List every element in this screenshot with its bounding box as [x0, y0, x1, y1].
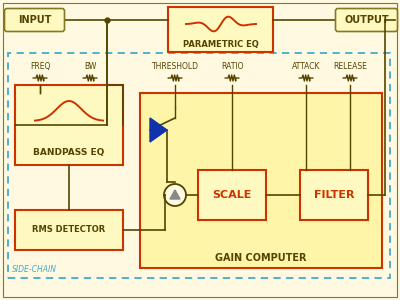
- Text: ATTACK: ATTACK: [292, 62, 320, 71]
- Text: GAIN COMPUTER: GAIN COMPUTER: [215, 253, 307, 263]
- FancyBboxPatch shape: [4, 8, 64, 32]
- Polygon shape: [170, 190, 180, 199]
- Text: FREQ: FREQ: [30, 62, 50, 71]
- Text: SIDE-CHAIN: SIDE-CHAIN: [12, 266, 57, 274]
- Text: BW: BW: [84, 62, 96, 71]
- Polygon shape: [150, 118, 167, 142]
- Text: PARAMETRIC EQ: PARAMETRIC EQ: [183, 40, 258, 49]
- FancyBboxPatch shape: [15, 210, 123, 250]
- Text: THRESHOLD: THRESHOLD: [152, 62, 198, 71]
- FancyBboxPatch shape: [140, 93, 382, 268]
- Text: BANDPASS EQ: BANDPASS EQ: [33, 148, 105, 158]
- Text: SCALE: SCALE: [212, 190, 252, 200]
- Circle shape: [164, 184, 186, 206]
- Text: OUTPUT: OUTPUT: [344, 15, 389, 25]
- Text: RELEASE: RELEASE: [333, 62, 367, 71]
- Text: RATIO: RATIO: [221, 62, 243, 71]
- FancyBboxPatch shape: [300, 170, 368, 220]
- FancyBboxPatch shape: [15, 85, 123, 165]
- FancyBboxPatch shape: [336, 8, 398, 32]
- Text: FILTER: FILTER: [314, 190, 354, 200]
- FancyBboxPatch shape: [168, 7, 273, 52]
- Text: INPUT: INPUT: [18, 15, 51, 25]
- FancyBboxPatch shape: [198, 170, 266, 220]
- Text: RMS DETECTOR: RMS DETECTOR: [32, 226, 106, 235]
- FancyBboxPatch shape: [3, 3, 397, 297]
